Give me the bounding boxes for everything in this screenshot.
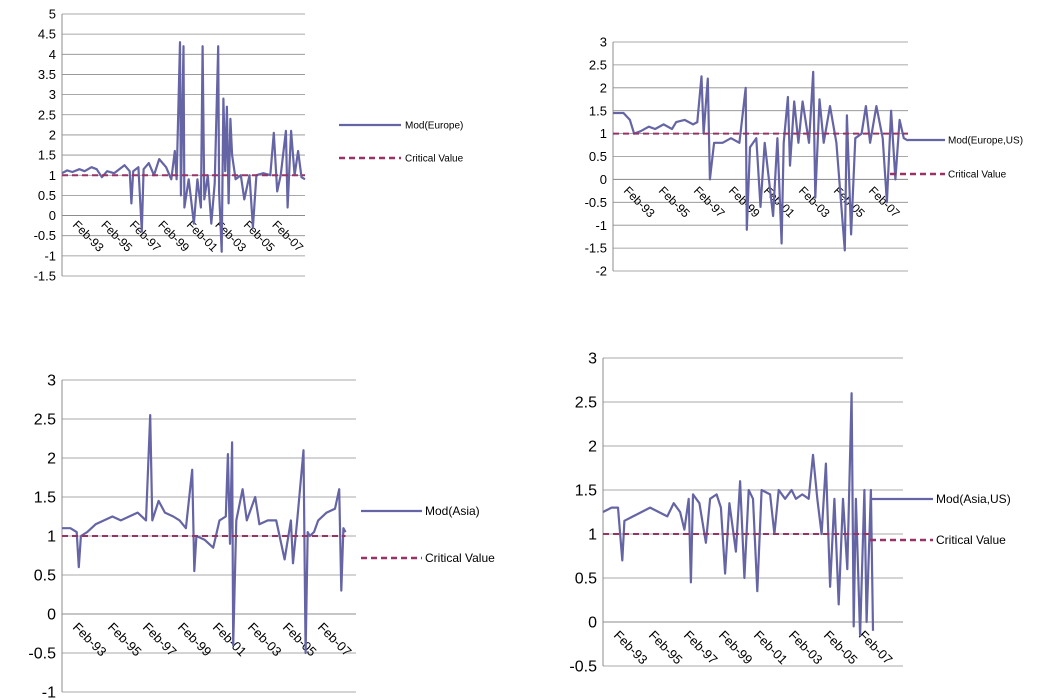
y-tick-label: -1 — [42, 685, 56, 700]
y-tick-label: 0.5 — [575, 571, 597, 588]
series-line — [61, 41, 306, 253]
y-tick-label: 2.5 — [38, 107, 56, 122]
y-tick-label: 5 — [49, 7, 56, 22]
y-tick-label: 0 — [47, 607, 56, 624]
x-tick-label: Feb-01 — [751, 628, 791, 668]
x-tick-label: Feb-97 — [681, 628, 721, 668]
y-tick-label: 1 — [47, 529, 56, 546]
y-tick-label: -2 — [595, 264, 607, 279]
legend-label: Mod(Asia,US) — [936, 492, 1011, 506]
y-tick-label: 3.5 — [38, 67, 56, 82]
y-tick-label: 1 — [588, 527, 597, 544]
y-tick-label: 1 — [49, 168, 56, 183]
y-tick-label: 0 — [49, 208, 56, 223]
chart-3: 32.521.510.50-0.5-1Feb-93Feb-95Feb-97Feb… — [28, 373, 495, 700]
x-tick-label: Feb-07 — [269, 218, 306, 255]
legend-label: Critical Value — [405, 154, 464, 165]
y-tick-label: 1.5 — [589, 103, 607, 118]
legend-label: Critical Value — [936, 533, 1006, 547]
y-tick-label: 0.5 — [589, 149, 607, 164]
chart-1: 54.543.532.521.510.50-0.5-1-1.5Feb-93Feb… — [34, 7, 464, 284]
y-tick-label: 3 — [600, 35, 607, 50]
series-line — [613, 70, 909, 252]
y-tick-label: 2.5 — [34, 412, 56, 429]
y-tick-label: -1.5 — [585, 241, 607, 256]
y-tick-label: 3 — [47, 373, 56, 390]
legend-label: Critical Value — [948, 170, 1007, 181]
legend-label: Mod(Europe,US) — [948, 136, 1023, 147]
y-tick-label: 0 — [588, 615, 597, 632]
series-line — [602, 392, 875, 637]
y-tick-label: 1.5 — [34, 490, 56, 507]
x-tick-label: Feb-05 — [821, 628, 861, 668]
legend-label: Mod(Asia) — [425, 504, 480, 518]
x-tick-label: Feb-99 — [716, 628, 756, 668]
x-tick-label: Feb-07 — [856, 628, 896, 668]
y-tick-label: 1 — [600, 126, 607, 141]
y-tick-label: 1.5 — [38, 148, 56, 163]
y-tick-label: 2 — [588, 439, 597, 456]
y-tick-label: 0 — [600, 172, 607, 187]
y-tick-label: 2 — [47, 451, 56, 468]
y-tick-label: -0.5 — [585, 195, 607, 210]
y-tick-label: 2.5 — [575, 395, 597, 412]
legend-label: Critical Value — [425, 551, 495, 565]
y-tick-label: 3 — [49, 87, 56, 102]
y-tick-label: -1.5 — [34, 269, 56, 284]
y-tick-label: 3 — [588, 351, 597, 368]
y-tick-label: 4 — [49, 47, 56, 62]
y-tick-label: -0.5 — [569, 659, 597, 676]
legend-label: Mod(Europe) — [405, 121, 463, 132]
y-tick-label: 4.5 — [38, 27, 56, 42]
y-tick-label: 2 — [49, 127, 56, 142]
chart-2: 32.521.510.50-0.5-1-1.5-2Feb-93Feb-95Feb… — [585, 35, 1023, 279]
y-tick-label: -0.5 — [34, 228, 56, 243]
y-tick-label: -0.5 — [28, 646, 56, 663]
x-tick-label: Feb-03 — [786, 628, 826, 668]
chart-4: 3 2.5 2 1.5 1 0.5 0 -0.5 Feb-93Feb-95Feb-97Feb-9… — [569, 351, 1010, 676]
y-tick-label: 0.5 — [34, 568, 56, 585]
x-tick-label: Feb-95 — [646, 628, 686, 668]
y-tick-label: 0.5 — [38, 188, 56, 203]
y-tick-label: -1 — [44, 248, 56, 263]
series-line — [62, 414, 347, 655]
y-tick-label: 1.5 — [575, 483, 597, 500]
y-tick-label: 2.5 — [589, 57, 607, 72]
y-tick-label: -1 — [595, 218, 607, 233]
y-tick-label: 2 — [600, 80, 607, 95]
x-tick-label: Feb-93 — [611, 628, 651, 668]
